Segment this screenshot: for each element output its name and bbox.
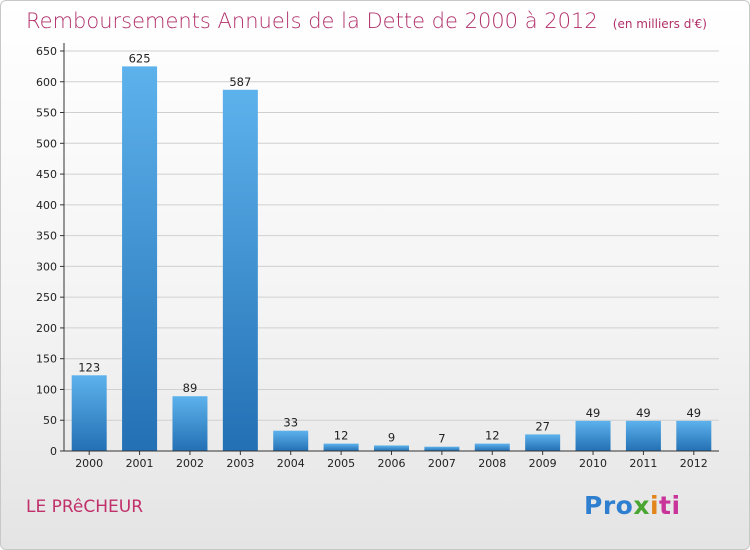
y-tick-label: 350 <box>36 230 57 243</box>
bar-2007 <box>424 446 460 451</box>
value-label-2005: 12 <box>334 429 349 443</box>
value-label-2004: 33 <box>283 416 298 430</box>
y-tick-label: 200 <box>36 322 57 335</box>
x-tick-label-2000: 2000 <box>75 457 103 470</box>
y-tick-label: 600 <box>36 76 57 89</box>
chart-title: Remboursements Annuels de la Dette de 20… <box>26 9 707 33</box>
x-tick-label-2004: 2004 <box>277 457 305 470</box>
x-tick-label-2009: 2009 <box>529 457 557 470</box>
value-label-2000: 123 <box>78 360 100 374</box>
bar-2004 <box>273 430 309 451</box>
bar-2003 <box>222 89 258 452</box>
x-tick-label-2002: 2002 <box>176 457 204 470</box>
y-tick-label: 300 <box>36 260 57 273</box>
bar-2011 <box>625 420 661 451</box>
x-tick-label-2001: 2001 <box>126 457 154 470</box>
x-tick-label-2012: 2012 <box>680 457 708 470</box>
y-axis: 0 50 100 150 200 250 300 350 400 450 500 550 600 650 <box>36 45 64 458</box>
y-tick-label: 500 <box>36 137 57 150</box>
y-tick-label: 0 <box>50 445 57 458</box>
bar-2009 <box>525 434 561 451</box>
value-label-2008: 12 <box>485 429 500 443</box>
x-tick-label-2005: 2005 <box>327 457 355 470</box>
value-label-2012: 49 <box>686 406 701 420</box>
value-label-2010: 49 <box>586 406 601 420</box>
commune-name: LE PRêCHEUR <box>26 497 144 517</box>
x-tick-label-2011: 2011 <box>629 457 657 470</box>
bar-2012 <box>676 420 712 451</box>
value-label-2002: 89 <box>183 381 198 395</box>
y-tick-label: 50 <box>43 414 57 427</box>
y-tick-label: 100 <box>36 383 57 396</box>
value-label-2009: 27 <box>535 419 550 433</box>
value-label-2003: 587 <box>229 75 251 89</box>
y-tick-label: 450 <box>36 168 57 181</box>
x-tick-label-2003: 2003 <box>226 457 254 470</box>
x-axis: 2000 2001 2002 2003 2004 2005 2006 2007 2008 2009… <box>75 451 708 470</box>
bar-2001 <box>122 66 158 451</box>
grid-lines <box>64 50 719 421</box>
value-label-2001: 625 <box>129 51 151 65</box>
value-label-2006: 9 <box>388 430 395 444</box>
x-tick-label-2008: 2008 <box>478 457 506 470</box>
value-label-2007: 7 <box>438 432 445 446</box>
bar-2010 <box>575 420 611 451</box>
y-tick-label: 250 <box>36 291 57 304</box>
bar-2008 <box>474 443 510 451</box>
x-tick-label-2007: 2007 <box>428 457 456 470</box>
chart-unit: (en milliers d'€) <box>612 17 707 31</box>
x-tick-label-2010: 2010 <box>579 457 607 470</box>
value-label-2011: 49 <box>636 406 651 420</box>
chart-title-text: Remboursements Annuels de la Dette de 20… <box>26 9 598 33</box>
y-tick-label: 650 <box>36 45 57 58</box>
bar-2005 <box>323 443 359 451</box>
bar-2006 <box>374 445 409 451</box>
y-tick-label: 550 <box>36 107 57 120</box>
bar-2000 <box>71 375 107 451</box>
bars: 123 625 89 587 33 12 9 7 12 27 49 49 49 <box>71 51 712 452</box>
proxiti-logo: Proxiti <box>584 491 681 520</box>
x-tick-label-2006: 2006 <box>378 457 406 470</box>
bar-2002 <box>172 396 208 451</box>
y-tick-label: 400 <box>36 199 57 212</box>
y-tick-label: 150 <box>36 353 57 366</box>
